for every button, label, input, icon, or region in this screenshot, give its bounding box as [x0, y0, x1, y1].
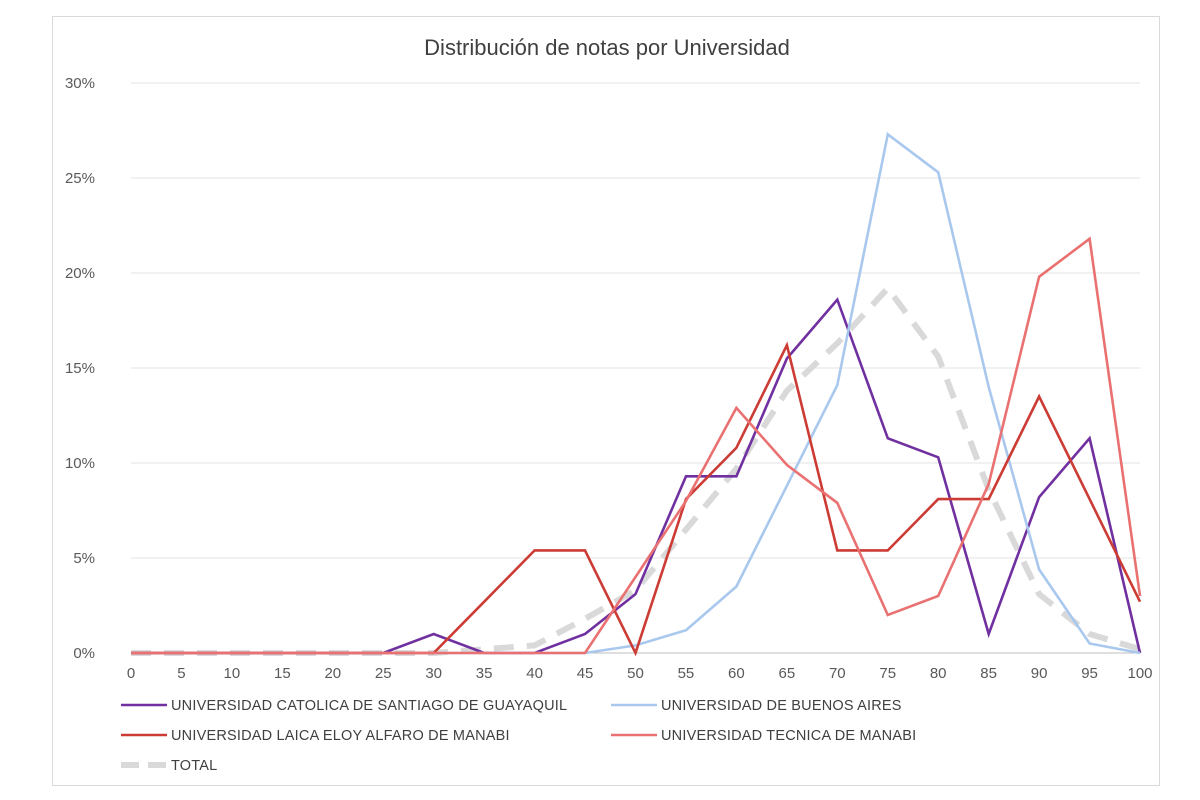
y-tick-label: 25%	[65, 170, 95, 187]
x-tick-label: 60	[728, 665, 745, 682]
y-tick-label: 15%	[65, 360, 95, 377]
y-tick-label: 0%	[73, 645, 95, 662]
x-tick-label: 80	[930, 665, 947, 682]
x-tick-label: 50	[627, 665, 644, 682]
x-tick-label: 75	[879, 665, 896, 682]
x-tick-label: 35	[476, 665, 493, 682]
legend-label: TOTAL	[171, 758, 217, 774]
x-tick-label: 40	[526, 665, 543, 682]
legend-label: UNIVERSIDAD CATOLICA DE SANTIAGO DE GUAY…	[171, 698, 567, 714]
y-tick-label: 30%	[65, 75, 95, 92]
chart-area: Distribución de notas por Universidad 0%…	[52, 16, 1160, 786]
x-tick-label: 70	[829, 665, 846, 682]
x-tick-label: 45	[577, 665, 594, 682]
legend-label: UNIVERSIDAD LAICA ELOY ALFARO DE MANABI	[171, 728, 510, 744]
x-tick-label: 55	[678, 665, 695, 682]
y-tick-label: 5%	[73, 550, 95, 567]
series-line-4	[131, 283, 1141, 656]
legend-label: UNIVERSIDAD DE BUENOS AIRES	[661, 698, 902, 714]
x-tick-label: 10	[224, 665, 241, 682]
chart-title: Distribución de notas por Universidad	[424, 35, 790, 60]
x-tick-label: 5	[177, 665, 185, 682]
x-tick-label: 90	[1031, 665, 1048, 682]
legend-label: UNIVERSIDAD TECNICA DE MANABI	[661, 728, 916, 744]
x-tick-label: 0	[127, 665, 135, 682]
x-tick-label: 65	[779, 665, 796, 682]
series-line-3	[131, 236, 1142, 655]
x-tick-label: 15	[274, 665, 291, 682]
x-tick-label: 20	[324, 665, 341, 682]
x-tick-label: 30	[425, 665, 442, 682]
x-tick-label: 85	[980, 665, 997, 682]
y-tick-label: 10%	[65, 455, 95, 472]
series-line-0	[131, 297, 1142, 655]
x-tick-label: 25	[375, 665, 392, 682]
x-tick-label: 95	[1081, 665, 1098, 682]
y-tick-label: 20%	[65, 265, 95, 282]
x-tick-label: 100	[1127, 665, 1152, 682]
line-chart: Distribución de notas por Universidad 0%…	[65, 35, 1153, 774]
